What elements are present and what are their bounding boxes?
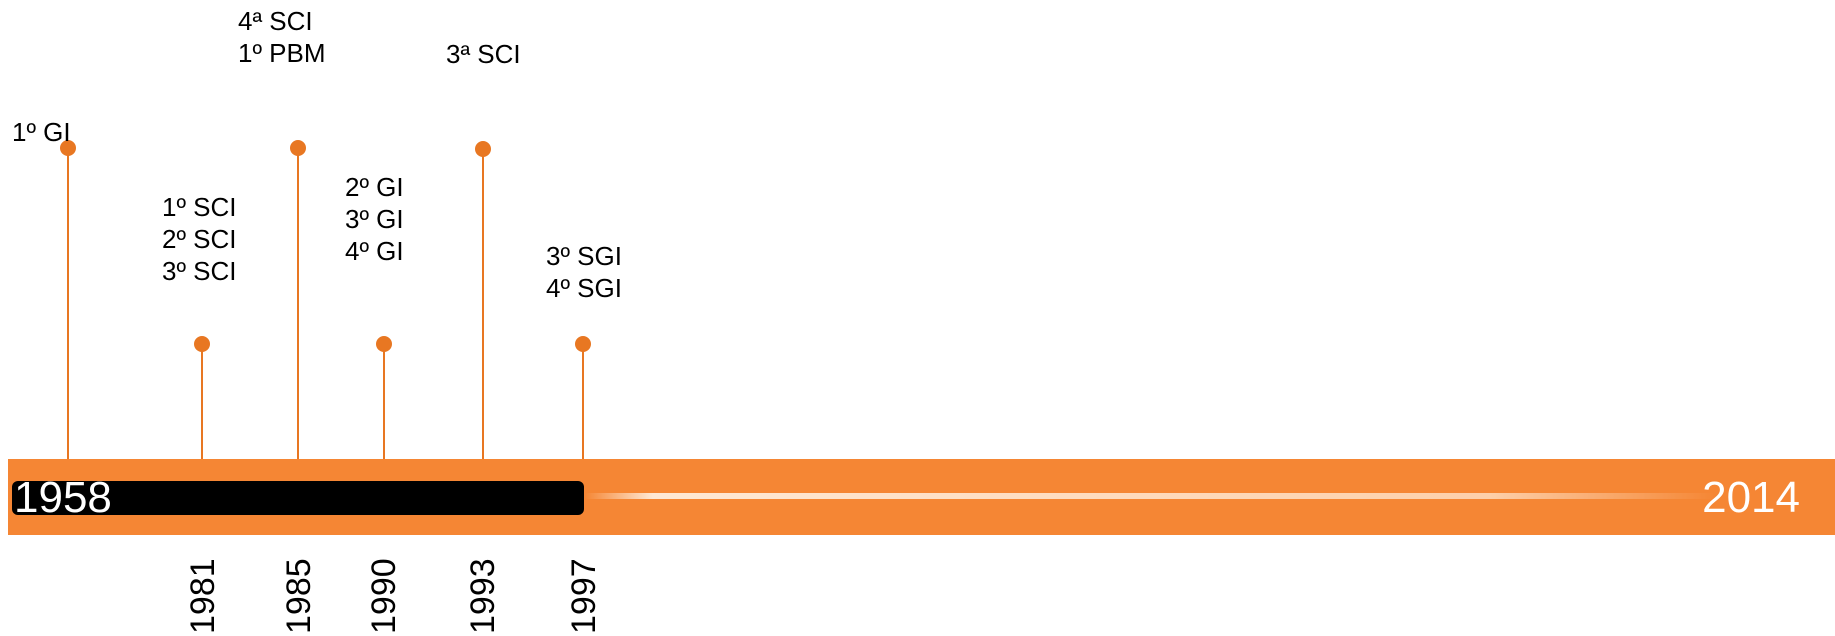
event-text: 3ª SCI xyxy=(446,39,521,69)
start-year-label: 1958 xyxy=(14,473,112,522)
event-label-1997: 3º SGI 4º SGI xyxy=(546,240,622,304)
event-marker-1990 xyxy=(376,336,392,352)
year-tick-1985: 1985 xyxy=(280,558,318,634)
event-stem-1985 xyxy=(297,147,299,459)
event-marker-1993 xyxy=(475,141,491,157)
event-stem-1997 xyxy=(582,343,584,459)
event-marker-1997 xyxy=(575,336,591,352)
event-text: 2º GI xyxy=(345,172,404,202)
event-label-1990: 2º GI 3º GI 4º GI xyxy=(345,171,404,267)
event-label-1985: 4ª SCI 1º PBM xyxy=(238,5,326,69)
timeline-highlight xyxy=(585,493,1715,499)
event-text: 4ª SCI xyxy=(238,6,313,36)
event-text: 2º SCI xyxy=(162,224,237,254)
event-text: 4º GI xyxy=(345,236,404,266)
timeline-progress xyxy=(12,481,584,515)
year-tick-1981: 1981 xyxy=(184,558,222,634)
year-tick-1997: 1997 xyxy=(565,558,603,634)
event-stem-1981 xyxy=(201,343,203,459)
end-year-label: 2014 xyxy=(1702,473,1800,522)
event-text: 4º SGI xyxy=(546,273,622,303)
event-stem-1958 xyxy=(67,147,69,459)
event-label-1993: 3ª SCI xyxy=(446,38,521,70)
event-label-1958: 1º GI xyxy=(12,116,71,148)
event-stem-1993 xyxy=(482,148,484,459)
event-text: 3º GI xyxy=(345,204,404,234)
event-marker-1981 xyxy=(194,336,210,352)
event-text: 1º GI xyxy=(12,117,71,147)
event-marker-1985 xyxy=(290,140,306,156)
event-text: 1º PBM xyxy=(238,38,326,68)
year-tick-1990: 1990 xyxy=(365,558,403,634)
event-text: 3º SGI xyxy=(546,241,622,271)
event-label-1981: 1º SCI 2º SCI 3º SCI xyxy=(162,191,237,287)
event-stem-1990 xyxy=(383,343,385,459)
event-marker-1958 xyxy=(60,140,76,156)
event-text: 3º SCI xyxy=(162,256,237,286)
year-tick-1993: 1993 xyxy=(464,558,502,634)
event-text: 1º SCI xyxy=(162,192,237,222)
